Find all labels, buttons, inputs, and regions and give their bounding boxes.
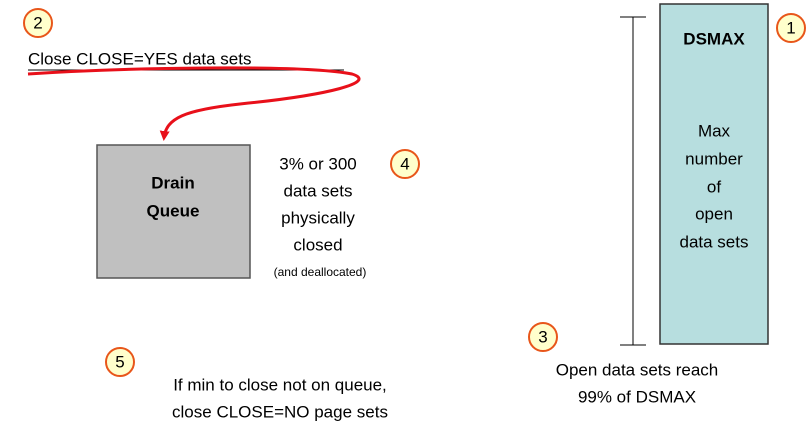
badge-label: 3	[538, 327, 547, 346]
badge: 2	[23, 8, 53, 38]
badge: 5	[105, 347, 135, 377]
dsmax-text: of	[707, 177, 721, 196]
badge-label: 1	[786, 18, 795, 37]
dsmax-text: open	[695, 204, 733, 223]
closed-note: physically	[281, 208, 355, 227]
dsmax-text: data sets	[680, 232, 749, 251]
dsmax-title: DSMAX	[683, 29, 745, 48]
closed-note: 3% or 300	[279, 154, 357, 173]
dsmax-box	[659, 3, 769, 345]
badge-label: 4	[400, 154, 409, 173]
drain-queue-label: Drain	[151, 173, 194, 192]
drain-queue-box	[96, 144, 251, 279]
close-step: Close CLOSE=YES data sets	[28, 49, 251, 68]
badge: 1	[776, 13, 806, 43]
badge-label: 5	[115, 352, 124, 371]
fallback-note: If min to close not on queue,	[173, 375, 387, 394]
fallback-note: close CLOSE=NO page sets	[172, 402, 388, 421]
closed-note: data sets	[284, 181, 353, 200]
threshold-note: 99% of DSMAX	[578, 387, 696, 406]
flow-arrow	[27, 66, 361, 141]
badge: 4	[390, 149, 420, 179]
threshold-note: Open data sets reach	[556, 360, 719, 379]
closed-note: closed	[293, 235, 342, 254]
badge-label: 2	[33, 13, 42, 32]
closed-note-small: (and deallocated)	[274, 265, 367, 279]
badge: 3	[528, 322, 558, 352]
dsmax-text: number	[685, 149, 743, 168]
drain-queue-label: Queue	[147, 201, 200, 220]
dsmax-text: Max	[698, 121, 731, 140]
